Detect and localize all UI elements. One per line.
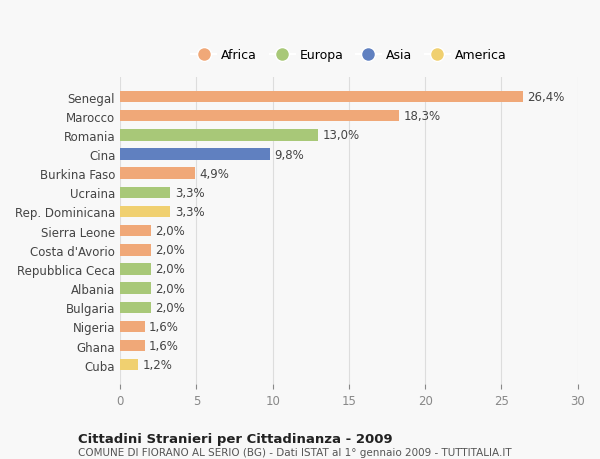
Bar — [120, 340, 145, 352]
Text: 2,0%: 2,0% — [155, 301, 185, 314]
Bar — [120, 263, 151, 275]
Text: 18,3%: 18,3% — [404, 110, 441, 123]
Text: 4,9%: 4,9% — [199, 167, 229, 180]
Text: 1,6%: 1,6% — [149, 320, 179, 333]
Text: 2,0%: 2,0% — [155, 224, 185, 238]
Bar — [120, 168, 195, 179]
Bar — [120, 111, 399, 122]
Text: 1,6%: 1,6% — [149, 339, 179, 353]
Bar — [120, 92, 523, 103]
Text: 3,3%: 3,3% — [175, 206, 205, 218]
Text: 3,3%: 3,3% — [175, 186, 205, 199]
Text: 13,0%: 13,0% — [323, 129, 360, 142]
Bar — [120, 225, 151, 237]
Text: 9,8%: 9,8% — [274, 148, 304, 161]
Bar — [120, 187, 170, 199]
Bar — [120, 302, 151, 313]
Text: 2,0%: 2,0% — [155, 244, 185, 257]
Bar — [120, 321, 145, 332]
Text: Cittadini Stranieri per Cittadinanza - 2009: Cittadini Stranieri per Cittadinanza - 2… — [78, 432, 392, 445]
Text: COMUNE DI FIORANO AL SERIO (BG) - Dati ISTAT al 1° gennaio 2009 - TUTTITALIA.IT: COMUNE DI FIORANO AL SERIO (BG) - Dati I… — [78, 447, 512, 457]
Text: 1,2%: 1,2% — [143, 358, 173, 371]
Legend: Africa, Europa, Asia, America: Africa, Europa, Asia, America — [186, 44, 511, 67]
Bar — [120, 359, 139, 371]
Bar — [120, 283, 151, 294]
Bar — [120, 206, 170, 218]
Bar — [120, 245, 151, 256]
Bar — [120, 130, 319, 141]
Text: 2,0%: 2,0% — [155, 263, 185, 276]
Text: 2,0%: 2,0% — [155, 282, 185, 295]
Text: 26,4%: 26,4% — [527, 91, 565, 104]
Bar — [120, 149, 269, 160]
